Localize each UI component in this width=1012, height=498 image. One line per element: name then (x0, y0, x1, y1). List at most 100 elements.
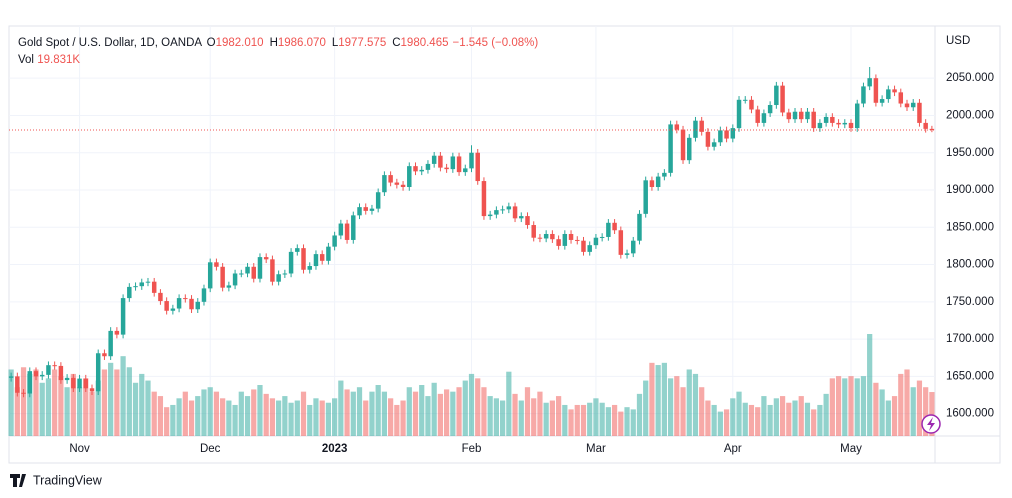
volume-bar (555, 396, 562, 436)
volume-bar (761, 396, 767, 436)
candle-body (649, 180, 655, 188)
candle-body (537, 237, 543, 239)
candle-body (767, 105, 773, 114)
candle-body (295, 248, 300, 252)
volume-bar (58, 376, 64, 436)
volume-bar (568, 409, 574, 436)
candle-body (556, 239, 561, 246)
volume-bar (462, 380, 468, 436)
volume-bar (804, 402, 811, 436)
volume-bar (885, 400, 891, 436)
volume-bar (611, 404, 618, 436)
candle-body (643, 180, 648, 214)
volume-bar (170, 404, 176, 436)
volume-bar (375, 385, 381, 436)
candle-body (481, 181, 487, 217)
candle-body (39, 374, 45, 377)
ohlc-key: L (331, 37, 339, 49)
volume-bar (599, 402, 605, 436)
x-tick-label: Feb (462, 443, 482, 455)
candle-body (693, 120, 698, 138)
volume-bar (873, 382, 879, 436)
candle-body (848, 122, 854, 129)
candle-body (587, 245, 592, 252)
symbol: Gold Spot / U.S. Dollar, 1D, OANDA (18, 37, 202, 49)
candle-body (599, 236, 605, 238)
volume-bar (257, 385, 263, 436)
volume-bar (101, 369, 108, 436)
candle-body (189, 298, 194, 310)
volume-bar (394, 404, 400, 436)
candle-body (786, 112, 792, 120)
x-tick-label: Dec (200, 443, 221, 455)
volume-bar (524, 387, 531, 436)
candle-body (388, 175, 393, 183)
candle-body (886, 89, 891, 100)
volume-bar (879, 389, 885, 436)
volume-bar (574, 404, 580, 436)
legend: Gold Spot / U.S. Dollar, 1D, OANDA O1982… (18, 35, 542, 69)
volume-bar (145, 380, 151, 436)
volume-bar (829, 378, 835, 436)
y-tick-label: 2050.000 (946, 72, 994, 84)
volume-bar (593, 398, 599, 436)
volume-bar (512, 393, 518, 436)
volume-bar (493, 398, 499, 436)
candle-body (699, 120, 704, 132)
candle-body (351, 215, 356, 240)
volume-bar (929, 392, 935, 436)
legend-row: Vol 19.831K (18, 52, 542, 69)
candle-body (438, 155, 443, 168)
volume-bar (188, 400, 195, 436)
candle-body (145, 281, 151, 283)
candle-body (755, 109, 760, 123)
candle-body (873, 78, 879, 103)
candle-body (207, 262, 213, 289)
candle-body (220, 266, 225, 288)
candle-body (867, 78, 872, 87)
candle-body (413, 166, 418, 172)
volume-bar (70, 373, 76, 436)
candle-body (133, 286, 138, 288)
frame (8, 25, 1001, 464)
volume-bar (114, 369, 120, 436)
candle-body (749, 99, 754, 110)
volume-bar (674, 376, 680, 436)
volume-bar (537, 391, 543, 436)
volume-bar (120, 356, 126, 436)
candle-body (245, 266, 250, 274)
volume-bar (487, 396, 493, 436)
ohlc-value: 1977.575 (338, 37, 387, 49)
candle-body (375, 192, 381, 209)
ohlc-key: O (206, 37, 216, 49)
volume-bar (425, 396, 431, 436)
candle-body (811, 111, 816, 129)
candle-body (15, 376, 20, 393)
x-tick-label: Mar (586, 443, 606, 455)
volume-bar (294, 400, 300, 436)
candle-body (705, 131, 711, 147)
change: −1.545 (−0.08%) (452, 37, 539, 49)
candle-body (612, 222, 617, 231)
volume-bar (786, 402, 792, 436)
x-tick-label: Nov (69, 443, 90, 455)
volume-bar (624, 407, 630, 436)
volume-bar (823, 393, 829, 436)
volume-bar (269, 398, 276, 436)
volume-bar (767, 404, 773, 436)
candle-body (637, 213, 642, 241)
volume-bar (748, 404, 755, 436)
candle-body (307, 266, 312, 270)
candle-body (276, 274, 281, 282)
volume-bar (201, 389, 207, 436)
candle-body (27, 371, 33, 394)
candle-body (83, 378, 89, 389)
candle-body (183, 298, 188, 300)
volume-bar (661, 362, 667, 436)
volume-bar (244, 396, 251, 436)
x-tick-label: 2023 (322, 443, 348, 455)
volume-bar (630, 409, 636, 436)
candle-body (774, 85, 779, 106)
candle-body (419, 169, 424, 172)
volume-bar (363, 400, 369, 436)
